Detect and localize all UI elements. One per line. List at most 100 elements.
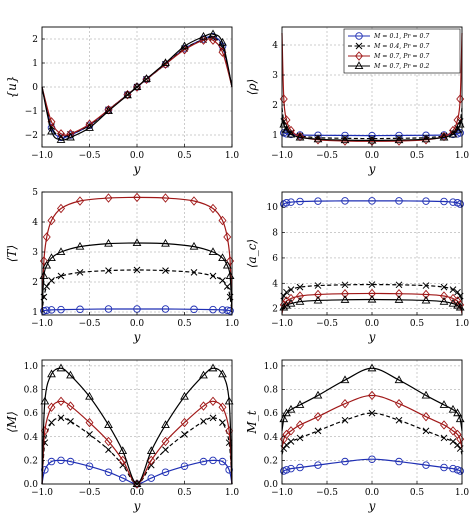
data-point-m01 (104, 305, 113, 313)
data-point-m01 (57, 305, 65, 314)
x-tick-label: 0.5 (410, 319, 425, 329)
chart-panel-4: −1.0 −0.5 0.0 0.5 1.0 2 4 6 8 10 y ⟨a_c⟩ (245, 191, 470, 344)
data-point-m07pr07 (161, 436, 170, 447)
series-line-m07pr07 (281, 394, 463, 449)
data-point-m04 (422, 282, 430, 289)
x-axis-label: y (368, 330, 376, 344)
data-point-m07pr02 (295, 400, 305, 408)
data-point-m07pr02 (218, 37, 227, 46)
x-tick-label: 0.0 (365, 319, 380, 329)
x-tick-label: −0.5 (79, 319, 101, 329)
data-point-m01 (218, 306, 227, 314)
data-point-m07pr02 (448, 298, 458, 307)
data-point-m01 (440, 197, 448, 206)
data-point-m04 (67, 418, 74, 425)
data-point-m01 (118, 474, 127, 482)
data-point-m04 (209, 272, 217, 280)
data-point-m04 (57, 272, 65, 280)
series-line-m07pr02 (281, 116, 463, 142)
y-tick-label: 0 (32, 83, 38, 93)
data-point-m07pr07 (314, 289, 322, 300)
legend: M = 0.1, Pr = 0.7 M = 0.4, Pr = 0.7 M = 0.… (343, 28, 461, 74)
y-axis-label: ⟨T⟩ (5, 245, 19, 262)
data-point-m07pr02 (75, 241, 85, 250)
data-point-m07pr07 (296, 291, 304, 301)
y-tick-label: −1 (25, 107, 38, 117)
data-point-m01 (223, 306, 231, 314)
data-point-m07pr02 (56, 135, 66, 143)
data-point-m07pr02 (208, 247, 218, 256)
data-point-m07pr07 (422, 411, 430, 422)
data-point-m07pr07 (42, 232, 51, 242)
data-point-m07pr07 (296, 131, 304, 142)
data-point-m04 (341, 416, 349, 424)
data-point-m07pr02 (66, 132, 75, 141)
x-axis-label: y (133, 499, 141, 513)
legend-label-m04: M = 0.4, Pr = 0.7 (373, 43, 429, 50)
data-point-m01 (296, 197, 304, 206)
data-point-m07pr02 (453, 408, 462, 417)
x-tick-label: 0.5 (177, 488, 192, 498)
data-point-m01 (180, 462, 189, 471)
y-axis-label: ⟨M⟩ (5, 411, 19, 433)
data-point-m07pr02 (367, 294, 377, 303)
data-point-m01 (456, 467, 464, 475)
x-axis-label: y (368, 499, 376, 513)
data-point-m07pr07 (57, 129, 65, 139)
x-tick-label: 1.0 (455, 488, 470, 498)
y-tick-label: 2 (32, 35, 38, 45)
data-point-m07pr02 (286, 298, 296, 307)
data-point-m07pr02 (286, 129, 296, 138)
data-point-m07pr07 (341, 399, 349, 409)
data-point-m07pr02 (161, 58, 170, 67)
data-point-m07pr07 (440, 131, 448, 142)
data-point-m07pr07 (180, 417, 189, 428)
data-point-m01 (456, 129, 464, 137)
x-tick-label: 1.0 (455, 151, 470, 161)
data-point-m04 (57, 414, 65, 422)
data-point-m07pr07 (47, 402, 56, 412)
data-point-m04 (162, 446, 169, 454)
data-point-m07pr02 (161, 238, 170, 247)
data-point-m04 (395, 281, 403, 289)
data-point-m07pr02 (146, 446, 156, 454)
data-point-m04 (287, 438, 295, 445)
data-point-m07pr07 (85, 417, 94, 428)
data-point-m04 (190, 269, 198, 276)
data-point-m04 (296, 434, 304, 442)
x-tick-label: 1.0 (455, 319, 470, 329)
x-tick-label: −1.0 (31, 319, 53, 329)
y-tick-label: 0.2 (264, 456, 278, 466)
data-point-m07pr07 (40, 426, 49, 436)
data-point-m07pr02 (40, 396, 50, 405)
data-point-m07pr02 (394, 295, 404, 303)
data-point-m07pr02 (421, 390, 431, 399)
data-point-m07pr02 (448, 404, 458, 413)
data-point-m07pr02 (104, 238, 113, 247)
data-point-m01 (40, 307, 48, 315)
data-point-m01 (296, 463, 304, 472)
x-tick-label: 0.5 (177, 319, 192, 329)
data-point-m07pr07 (142, 74, 151, 85)
data-point-m07pr07 (341, 289, 349, 299)
data-point-m07pr07 (282, 115, 291, 125)
data-point-m07pr02 (56, 247, 66, 256)
data-point-m01 (440, 463, 448, 472)
data-point-m01 (199, 457, 208, 466)
data-point-m07pr07 (314, 411, 322, 422)
data-point-m07pr02 (199, 370, 208, 379)
data-point-m01 (209, 456, 217, 465)
data-point-m01 (47, 457, 56, 466)
chart-panel-6: −1.0 −0.5 0.0 0.5 1.0 0.0 0.2 0.4 0.6 0.8 1.0 y M_t (245, 359, 470, 513)
data-point-m07pr02 (142, 74, 151, 82)
data-point-m01 (66, 457, 75, 466)
data-point-m04 (283, 288, 290, 296)
data-point-m07pr02 (104, 420, 113, 429)
data-point-m07pr07 (147, 455, 156, 466)
x-tick-label: 0.0 (365, 151, 380, 161)
data-point-m07pr02 (208, 363, 218, 372)
data-point-m07pr02 (421, 295, 431, 304)
y-tick-label: 0.2 (24, 456, 38, 466)
data-point-m01 (368, 197, 376, 205)
